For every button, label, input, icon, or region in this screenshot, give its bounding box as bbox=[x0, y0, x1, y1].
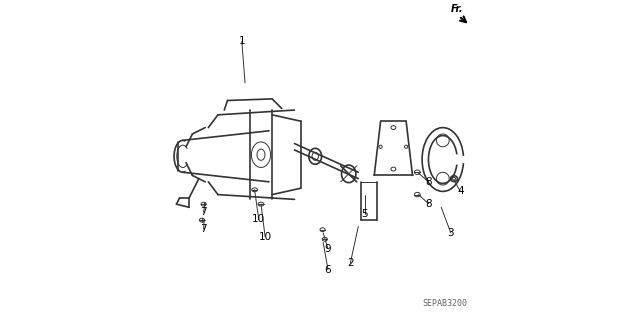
Text: 9: 9 bbox=[324, 244, 332, 254]
Text: 5: 5 bbox=[362, 209, 368, 219]
Text: 7: 7 bbox=[200, 207, 207, 217]
Text: 7: 7 bbox=[200, 224, 207, 234]
Text: 1: 1 bbox=[239, 36, 245, 47]
Text: 10: 10 bbox=[259, 232, 272, 242]
Text: SEPAB3200: SEPAB3200 bbox=[422, 299, 467, 308]
Text: 2: 2 bbox=[347, 258, 354, 268]
Text: 8: 8 bbox=[425, 198, 432, 209]
Text: Fr.: Fr. bbox=[451, 4, 463, 14]
Text: 10: 10 bbox=[252, 214, 266, 225]
Text: 8: 8 bbox=[425, 177, 432, 187]
Text: 6: 6 bbox=[324, 264, 332, 275]
Text: 3: 3 bbox=[447, 228, 454, 238]
Text: 4: 4 bbox=[457, 186, 463, 197]
